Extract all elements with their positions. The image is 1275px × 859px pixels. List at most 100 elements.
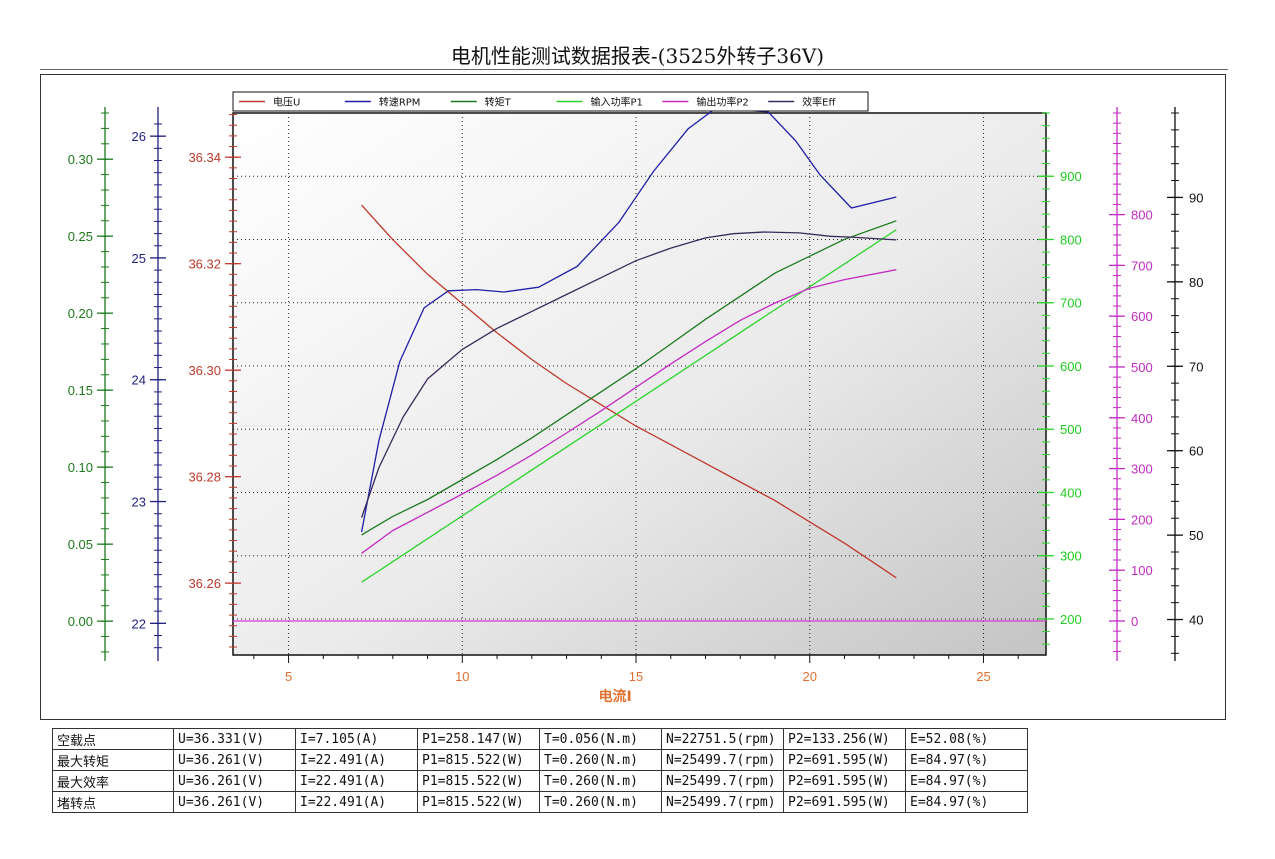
table-row: 最大转矩 U=36.261(V) I=22.491(A) P1=815.522(W) T… bbox=[52, 749, 1028, 771]
voltage-tick-label: 36.34 bbox=[188, 150, 221, 165]
table-cell: N=25499.7(rpm) bbox=[661, 791, 784, 813]
p2-tick-label: 0 bbox=[1131, 614, 1138, 629]
table-cell: U=36.261(V) bbox=[173, 791, 296, 813]
eff-tick-label: 60 bbox=[1189, 444, 1203, 459]
table-cell: E=84.97(%) bbox=[905, 791, 1028, 813]
plot-area bbox=[232, 112, 1047, 656]
title-divider bbox=[40, 69, 1228, 70]
legend-label: 转矩T bbox=[485, 96, 512, 109]
table-cell: U=36.261(V) bbox=[173, 749, 296, 771]
eff-axis: 40 50 60 70 80 90 bbox=[1167, 107, 1203, 661]
table-cell: T=0.260(N.m) bbox=[539, 791, 662, 813]
table-cell: E=84.97(%) bbox=[905, 749, 1028, 771]
table-cell: T=0.260(N.m) bbox=[539, 749, 662, 771]
x-axis-label: 电流I bbox=[599, 688, 632, 705]
eff-tick-label: 90 bbox=[1189, 190, 1203, 205]
table-cell: P2=691.595(W) bbox=[783, 749, 906, 771]
torque-axis: 0.00 0.05 0.10 0.15 0.20 0.25 0.30 bbox=[68, 107, 113, 661]
x-tick-label: 5 bbox=[285, 669, 292, 684]
table-cell: I=7.105(A) bbox=[295, 728, 418, 750]
table-cell: I=22.491(A) bbox=[295, 749, 418, 771]
series-line-5 bbox=[360, 231, 897, 518]
table-cell: P2=691.595(W) bbox=[783, 791, 906, 813]
voltage-tick-label: 36.28 bbox=[188, 470, 221, 485]
table-row: 堵转点 U=36.261(V) I=22.491(A) P1=815.522(W) T=… bbox=[52, 791, 1028, 813]
rpm-tick-label: 22 bbox=[132, 616, 146, 631]
p2-tick-label: 400 bbox=[1131, 411, 1153, 426]
p2-tick-label: 300 bbox=[1131, 462, 1153, 477]
table-cell: P2=691.595(W) bbox=[783, 770, 906, 792]
p2-tick-label: 800 bbox=[1131, 208, 1153, 223]
legend-label: 转速RPM bbox=[379, 96, 421, 109]
x-tick-label: 15 bbox=[629, 669, 643, 684]
x-tick-label: 20 bbox=[803, 669, 817, 684]
table-cell: P1=815.522(W) bbox=[417, 770, 540, 792]
table-cell: E=84.97(%) bbox=[905, 770, 1028, 792]
chart-frame: 5 10 15 20 25 电流I 0.00 0.05 0.10 0.15 0.20 0.25 0.30… bbox=[40, 74, 1226, 720]
rpm-tick-label: 25 bbox=[132, 251, 146, 266]
x-tick-label: 25 bbox=[976, 669, 990, 684]
table-row: 空载点 U=36.331(V) I=7.105(A) P1=258.147(W) T=0… bbox=[52, 728, 1028, 750]
eff-tick-label: 50 bbox=[1189, 528, 1203, 543]
p2-tick-label: 700 bbox=[1131, 258, 1153, 273]
legend-label: 电压U bbox=[273, 96, 300, 109]
rpm-tick-label: 23 bbox=[132, 495, 146, 510]
table-cell: N=25499.7(rpm) bbox=[661, 749, 784, 771]
torque-tick-label: 0.20 bbox=[68, 306, 93, 321]
eff-tick-label: 40 bbox=[1189, 613, 1203, 628]
series-line-3 bbox=[361, 229, 897, 583]
x-tick-label: 10 bbox=[455, 669, 469, 684]
rpm-tick-label: 24 bbox=[132, 373, 146, 388]
torque-tick-label: 0.05 bbox=[68, 537, 93, 552]
row-label: 空载点 bbox=[52, 728, 174, 750]
p1-tick-label: 500 bbox=[1060, 422, 1082, 437]
table-cell: P1=815.522(W) bbox=[417, 749, 540, 771]
p1-tick-label: 400 bbox=[1060, 485, 1082, 500]
table-cell: T=0.260(N.m) bbox=[539, 770, 662, 792]
torque-tick-label: 0.30 bbox=[68, 152, 93, 167]
table-cell: P2=133.256(W) bbox=[783, 728, 906, 750]
legend-label: 输入功率P1 bbox=[591, 96, 643, 109]
page-title: 电机性能测试数据报表-(3525外转子36V) bbox=[450, 44, 825, 68]
torque-tick-label: 0.00 bbox=[68, 614, 93, 629]
p1-tick-label: 600 bbox=[1060, 359, 1082, 374]
p1-tick-label: 200 bbox=[1060, 612, 1082, 627]
series-line-1 bbox=[360, 107, 897, 533]
table-cell: E=52.08(%) bbox=[905, 728, 1028, 750]
p1-tick-label: 300 bbox=[1060, 549, 1082, 564]
p2-tick-label: 100 bbox=[1131, 563, 1153, 578]
motor-performance-chart: 5 10 15 20 25 电流I 0.00 0.05 0.10 0.15 0.20 0.25 0.30… bbox=[68, 91, 1203, 705]
table-cell: U=36.331(V) bbox=[173, 728, 296, 750]
summary-table: 空载点 U=36.331(V) I=7.105(A) P1=258.147(W) T=0… bbox=[52, 728, 1028, 813]
p1-axis: 200 300 400 500 600 700 800 900 bbox=[1038, 112, 1082, 645]
eff-tick-label: 80 bbox=[1189, 275, 1203, 290]
table-cell: P1=815.522(W) bbox=[417, 791, 540, 813]
voltage-tick-label: 36.26 bbox=[188, 576, 221, 591]
rpm-axis: 22 23 24 25 26 bbox=[132, 107, 166, 661]
table-cell: U=36.261(V) bbox=[173, 770, 296, 792]
p1-tick-label: 900 bbox=[1060, 169, 1082, 184]
torque-tick-label: 0.10 bbox=[68, 460, 93, 475]
p2-tick-label: 200 bbox=[1131, 512, 1153, 527]
torque-tick-label: 0.15 bbox=[68, 383, 93, 398]
table-cell: I=22.491(A) bbox=[295, 770, 418, 792]
rpm-tick-label: 26 bbox=[132, 129, 146, 144]
row-label: 最大效率 bbox=[52, 770, 174, 792]
table-cell: T=0.056(N.m) bbox=[539, 728, 662, 750]
table-cell: P1=258.147(W) bbox=[417, 728, 540, 750]
table-cell: N=22751.5(rpm) bbox=[661, 728, 784, 750]
series-line-0 bbox=[361, 204, 897, 579]
p1-tick-label: 800 bbox=[1060, 232, 1082, 247]
voltage-tick-label: 36.32 bbox=[188, 257, 221, 272]
table-cell: N=25499.7(rpm) bbox=[661, 770, 784, 792]
voltage-tick-label: 36.30 bbox=[188, 363, 221, 378]
voltage-axis: 36.26 36.28 36.30 36.32 36.34 bbox=[188, 114, 241, 648]
series-line-4 bbox=[361, 269, 897, 554]
p1-tick-label: 700 bbox=[1060, 296, 1082, 311]
legend-label: 效率Eff bbox=[802, 96, 836, 109]
legend-label: 输出功率P2 bbox=[696, 96, 748, 109]
table-row: 最大效率 U=36.261(V) I=22.491(A) P1=815.522(W) T… bbox=[52, 770, 1028, 792]
table-cell: I=22.491(A) bbox=[295, 791, 418, 813]
torque-tick-label: 0.25 bbox=[68, 229, 93, 244]
p2-axis: 0 100 200 300 400 500 600 700 800 bbox=[1109, 107, 1153, 661]
